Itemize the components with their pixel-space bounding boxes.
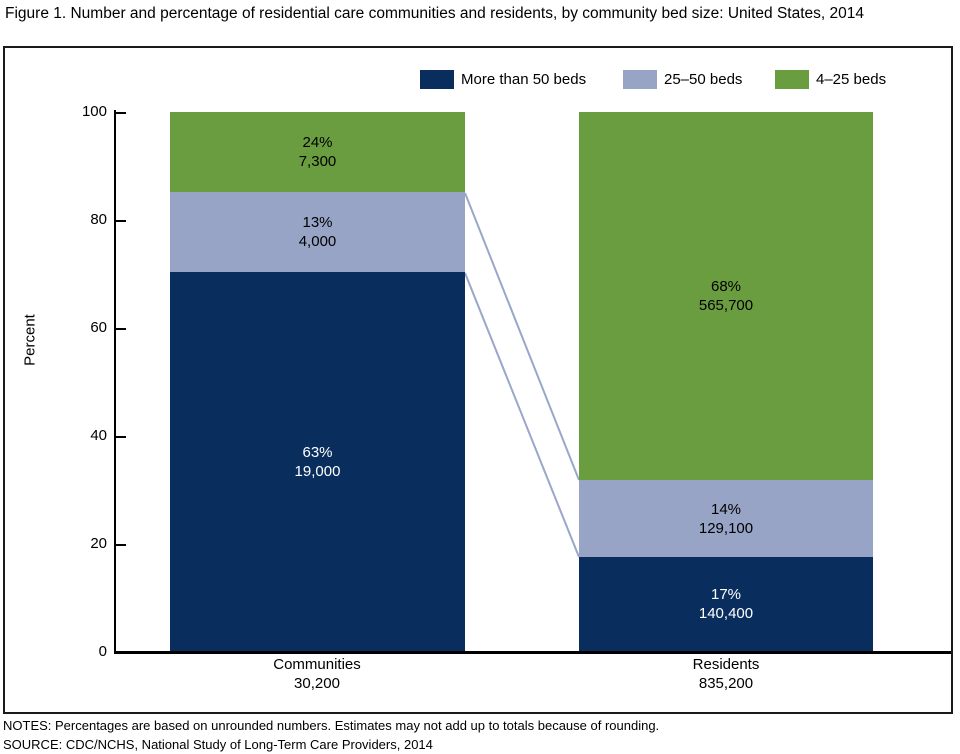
legend-item-more-than-50-beds: More than 50 beds [420, 69, 586, 89]
legend-label: 4–25 beds [816, 70, 887, 88]
segment-percent: 24% [302, 134, 333, 151]
y-tick-label: 40 [90, 427, 107, 444]
segment-count: 19,000 [294, 462, 341, 480]
y-tick-80 [116, 220, 126, 222]
y-tick-label: 0 [98, 643, 107, 660]
segment-connector-lines [464, 192, 580, 558]
segment-count: 129,100 [698, 519, 754, 537]
category-label-residents: Residents 835,200 [625, 655, 827, 693]
y-tick-20 [116, 544, 126, 546]
connector-line-lower [464, 272, 580, 558]
source-text: SOURCE: CDC/NCHS, National Study of Long… [3, 737, 433, 752]
legend-item-4-25-beds: 4–25 beds [775, 69, 886, 89]
figure-title: Figure 1. Number and percentage of resid… [5, 5, 864, 22]
category-label-communities: Communities 30,200 [216, 655, 418, 693]
category-name: Residents [692, 656, 760, 673]
connector-line-upper [464, 192, 580, 481]
segment-percent: 17% [710, 586, 742, 603]
segment-count: 140,400 [698, 605, 754, 622]
segment-count: 4,000 [298, 233, 337, 250]
bar-communities-segment-4-25-beds: 24% 7,300 [170, 112, 465, 192]
segment-percent: 14% [710, 500, 742, 518]
category-total: 30,200 [294, 675, 340, 692]
bar-residents-segment-4-25-beds: 68% 565,700 [579, 112, 873, 480]
y-tick-label: 80 [90, 211, 107, 228]
bar-residents-segment-25-50-beds: 14% 129,100 [579, 480, 873, 557]
legend-swatch-blue-gray [623, 69, 657, 89]
bar-communities-segment-25-50-beds: 13% 4,000 [170, 192, 465, 272]
bar-residents-segment-more-than-50-beds: 17% 140,400 [579, 557, 873, 651]
legend-swatch-navy [420, 69, 454, 89]
y-tick-100 [116, 112, 126, 114]
legend-swatch-green [775, 69, 809, 89]
category-total: 835,200 [698, 675, 754, 692]
segment-count: 565,700 [698, 297, 754, 314]
category-name: Communities [273, 656, 361, 673]
bar-communities-segment-more-than-50-beds: 63% 19,000 [170, 272, 465, 651]
segment-count: 7,300 [298, 153, 337, 170]
y-tick-label: 100 [81, 103, 107, 120]
y-axis-line [114, 110, 116, 654]
y-tick-label: 60 [90, 319, 107, 336]
segment-percent: 68% [710, 278, 742, 295]
x-axis-line [114, 651, 951, 654]
chart-frame: More than 50 beds 25–50 beds 4–25 beds P… [3, 46, 953, 714]
legend-item-25-50-beds: 25–50 beds [623, 69, 742, 89]
segment-percent: 63% [302, 443, 333, 461]
legend-label: 25–50 beds [664, 70, 743, 88]
y-tick-40 [116, 436, 126, 438]
legend-label: More than 50 beds [461, 70, 587, 88]
y-tick-60 [116, 328, 126, 330]
y-tick-label: 20 [90, 535, 107, 552]
segment-percent: 13% [302, 214, 333, 231]
notes-text: NOTES: Percentages are based on unrounde… [3, 718, 660, 733]
